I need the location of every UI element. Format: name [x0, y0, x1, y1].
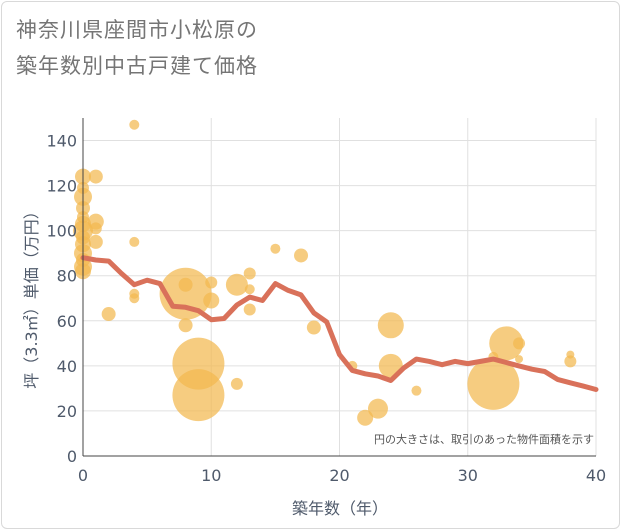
data-bubble: [225, 273, 248, 296]
tick-labels: 0 20 40 60 80 100 120 140 0 10 20 30 40: [46, 132, 606, 485]
data-bubble: [172, 369, 225, 422]
y-tick-label: 40: [57, 357, 77, 376]
data-bubble: [129, 119, 140, 130]
y-tick-label: 80: [57, 267, 77, 286]
y-tick-label: 100: [46, 222, 77, 241]
y-tick-label: 0: [67, 447, 77, 466]
data-bubble: [205, 276, 218, 289]
chart-title-line-1: 神奈川県座間市小松原の: [16, 18, 258, 42]
data-bubble: [467, 357, 520, 410]
data-bubble: [515, 355, 524, 364]
y-tick-label: 120: [46, 177, 77, 196]
data-bubble: [101, 307, 116, 322]
y-axis-label: 坪（3.3㎡）単価（万円）: [22, 203, 41, 388]
data-bubble: [411, 385, 422, 396]
data-bubble: [178, 318, 193, 333]
data-bubble: [243, 303, 256, 316]
data-bubble: [89, 222, 102, 235]
y-tick-label: 20: [57, 402, 77, 421]
x-tick-label: 0: [78, 466, 88, 485]
data-bubble: [513, 337, 526, 350]
bubble-size-note: 円の大きさは、取引のあった物件面積を示す: [374, 432, 594, 446]
bubbles: [73, 119, 577, 426]
data-bubble: [306, 320, 321, 335]
data-bubble: [203, 292, 220, 309]
data-bubble: [377, 312, 404, 339]
axes: [82, 118, 596, 457]
x-tick-label: 10: [201, 466, 221, 485]
x-tick-label: 20: [329, 466, 349, 485]
y-tick-label: 60: [57, 312, 77, 331]
y-tick-label: 140: [46, 132, 77, 151]
data-bubble: [88, 169, 103, 184]
x-tick-label: 40: [586, 466, 606, 485]
data-bubble: [129, 236, 140, 247]
data-bubble: [230, 377, 243, 390]
data-bubble: [489, 326, 524, 361]
data-bubble: [564, 355, 577, 368]
average-price-line: [80, 255, 599, 392]
data-bubble: [243, 267, 256, 280]
data-bubble: [367, 398, 388, 419]
data-bubble: [270, 243, 281, 254]
chart-title-line-2: 築年数別中古戸建て価格: [16, 54, 258, 78]
trend-line-group: [80, 255, 599, 392]
data-bubble: [294, 248, 309, 263]
data-bubble: [129, 293, 140, 304]
chart-title: 神奈川県座間市小松原の 築年数別中古戸建て価格: [16, 12, 258, 84]
data-bubble: [88, 234, 103, 249]
data-bubble: [357, 409, 374, 426]
x-axis-label: 築年数（年）: [292, 499, 388, 518]
data-bubble: [244, 284, 255, 295]
x-tick-label: 30: [458, 466, 478, 485]
